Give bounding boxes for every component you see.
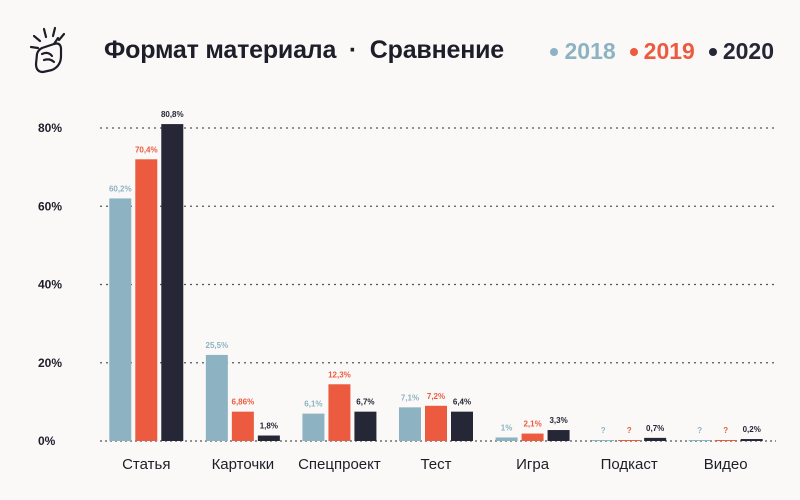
legend-dot-icon (708, 47, 717, 56)
x-tick-label: Спецпроект (298, 456, 381, 473)
data-label: 1,8% (260, 422, 278, 431)
x-tick-label: Тест (420, 456, 451, 473)
bar-2019 (135, 159, 158, 442)
x-tick-label: Карточки (212, 456, 275, 473)
data-label: 3,3% (549, 416, 567, 425)
bar-2019 (231, 411, 254, 441)
bar-2020 (451, 411, 473, 441)
legend-item-2019: 2019 (629, 38, 695, 65)
data-label: ? (697, 426, 702, 435)
title-separator: · (348, 36, 358, 64)
bar-2019 (618, 440, 641, 441)
data-label: ? (601, 426, 606, 435)
title-sub: Сравнение (369, 36, 504, 64)
bar-2020 (354, 411, 377, 441)
bar-2018 (302, 413, 325, 441)
bar-2019 (425, 405, 447, 441)
y-tick-label: 80% (38, 121, 62, 135)
bar-2020 (161, 124, 184, 442)
data-label: 6,86% (232, 398, 255, 407)
data-label: 6,1% (304, 400, 322, 409)
bar-2019 (714, 440, 737, 441)
bar-2018 (688, 440, 711, 441)
data-label: 1% (501, 423, 513, 432)
bar-2018 (205, 354, 228, 441)
data-label: 80,8% (161, 110, 184, 119)
data-label: ? (723, 426, 728, 435)
data-label: 2,1% (523, 420, 541, 429)
data-label: 7,1% (401, 393, 419, 402)
legend-item-2020: 2020 (708, 38, 774, 65)
data-label: ? (627, 426, 632, 435)
data-label: 12,3% (328, 370, 351, 379)
legend-item-2018: 2018 (550, 38, 616, 65)
y-tick-label: 40% (38, 278, 62, 292)
hand-snap-icon (29, 26, 66, 74)
bar-2018 (495, 437, 518, 441)
bar-2018 (109, 198, 132, 441)
chart-title: Формат материала · Сравнение (104, 36, 504, 65)
y-tick-label: 20% (38, 356, 62, 370)
bar-2020 (257, 435, 280, 441)
chart-legend: 2018 2019 2020 (550, 38, 774, 65)
data-label: 25,5% (206, 341, 229, 350)
bar-2019 (328, 384, 351, 441)
bar-2019 (521, 433, 544, 441)
bar-2020 (547, 430, 570, 441)
x-tick-label: Игра (516, 456, 550, 473)
x-tick-label: Статья (122, 456, 170, 473)
legend-label: 2018 (564, 38, 616, 64)
y-tick-label: 0% (38, 434, 56, 448)
bar-2020 (740, 439, 763, 441)
data-label: 0,7% (646, 424, 664, 433)
legend-dot-icon (550, 47, 559, 56)
data-label: 6,4% (453, 398, 471, 407)
data-label: 60,2% (109, 184, 132, 193)
data-label: 7,2% (427, 392, 445, 401)
legend-label: 2019 (643, 38, 695, 64)
data-label: 6,7% (356, 398, 374, 407)
bar-2018 (592, 440, 615, 441)
x-tick-label: Видео (704, 456, 748, 473)
x-tick-label: Подкаст (601, 456, 658, 473)
legend-dot-icon (629, 47, 638, 56)
bar-2018 (399, 407, 421, 441)
chart-header: Формат материала · Сравнение 2018 2019 202… (0, 0, 800, 100)
legend-label: 2020 (722, 38, 774, 64)
bar-2020 (644, 437, 667, 441)
y-tick-label: 60% (38, 199, 62, 213)
data-label: 0,2% (743, 425, 761, 434)
data-label: 70,4% (135, 145, 158, 154)
title-main: Формат материала (104, 36, 337, 64)
